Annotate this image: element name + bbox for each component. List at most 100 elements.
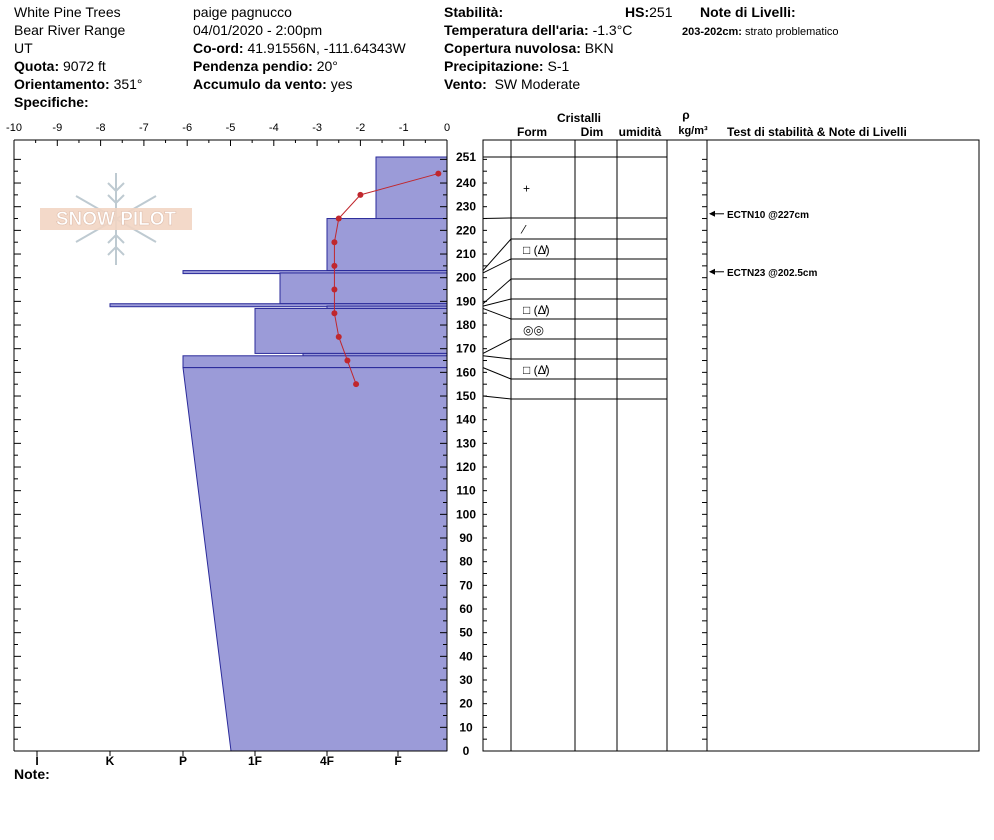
temperature-tick-label: -8 — [96, 122, 106, 134]
temperature-tick-label: -6 — [182, 122, 192, 134]
slope-value: 20° — [316, 58, 338, 74]
rho-header: ρ — [682, 108, 689, 122]
humidity-header: umidità — [619, 125, 662, 139]
stability-test-label: ECTN23 @202.5cm — [727, 268, 817, 279]
crystal-form-symbol: □ (Δ̸) — [523, 303, 550, 317]
layer-notes-label: Note di Livelli: — [700, 4, 796, 20]
elevation-label: Quota: — [14, 58, 60, 74]
depth-tick-label: 140 — [456, 413, 476, 427]
depth-tick-label: 100 — [456, 507, 476, 521]
aspect-label: Orientamento: — [14, 76, 110, 92]
temperature-point — [331, 310, 338, 317]
depth-tick-label: 150 — [456, 389, 476, 403]
hardness-layer — [182, 355, 448, 369]
crystals-header: Cristalli — [557, 111, 601, 125]
crystal-table-rows: + ⁄ □ (Δ̸) □ (Δ̸) ◎◎ □ (Δ̸) — [482, 156, 667, 400]
depth-tick-label: 200 — [456, 271, 476, 285]
coordinates: Co-ord: 41.91556N, -111.64343W — [193, 40, 406, 56]
wind-loading-value: yes — [330, 76, 353, 92]
elevation: Quota: 9072 ft — [14, 58, 106, 74]
temperature-tick-label: -3 — [312, 122, 322, 134]
state: UT — [14, 40, 33, 56]
depth-tick-label: 240 — [456, 176, 476, 190]
notes-label: Note: — [14, 766, 50, 782]
layer-connector — [482, 217, 512, 220]
stability-test-arrowhead — [709, 210, 715, 217]
location-name: White Pine Trees — [14, 4, 121, 20]
hardness-tick-label: P — [179, 754, 187, 768]
depth-axis: 2512402302202102001901801701601501401301… — [456, 150, 707, 758]
stability-tests: ECTN10 @227cm ECTN23 @202.5cm — [709, 210, 817, 279]
temperature-profile — [331, 170, 442, 388]
depth-tick-label: 170 — [456, 342, 476, 356]
air-temp-label: Temperatura dell'aria: — [444, 22, 589, 38]
stability-test-arrowhead — [709, 268, 715, 275]
temperature-tick-label: -1 — [399, 122, 409, 134]
crystal-form-symbol: ⁄ — [520, 223, 527, 237]
dim-header: Dim — [581, 125, 604, 139]
air-temperature: Temperatura dell'aria: -1.3°C — [444, 22, 632, 38]
mountain-range: Bear River Range — [14, 22, 126, 38]
depth-tick-label: 220 — [456, 223, 476, 237]
depth-tick-label: 210 — [456, 247, 476, 261]
hardness-layer — [279, 272, 448, 305]
elevation-value: 9072 ft — [63, 58, 106, 74]
layer-connector — [482, 238, 512, 271]
cloud-value: BKN — [584, 40, 614, 56]
temperature-tick-label: -2 — [356, 122, 366, 134]
depth-tick-label: 110 — [456, 484, 476, 498]
layer-note-text: strato problematico — [745, 26, 839, 38]
density-unit-header: kg/m³ — [678, 125, 708, 137]
depth-tick-label: 130 — [456, 436, 476, 450]
layer-connector — [482, 278, 512, 305]
observer-name: paige pagnucco — [193, 4, 292, 20]
depth-tick-label: 10 — [459, 720, 473, 734]
snow-height: HS:251 — [625, 4, 672, 20]
depth-tick-label: 190 — [456, 294, 476, 308]
temperature-tick-label: 0 — [444, 122, 450, 134]
temperature-point — [335, 215, 342, 222]
crystal-form-symbol: ◎◎ — [523, 323, 544, 337]
hardness-tick-label: 4F — [320, 754, 334, 768]
temperature-point — [331, 239, 338, 246]
hardness-tick-label: 1F — [248, 754, 262, 768]
hardness-tick-label: I — [35, 754, 38, 768]
depth-tick-label: 30 — [459, 673, 473, 687]
temperature-point — [344, 357, 351, 364]
layer-connector — [482, 307, 512, 320]
wind-loading: Accumulo da vento: yes — [193, 76, 352, 92]
observation-datetime: 04/01/2020 - 2:00pm — [193, 22, 323, 38]
wind-loading-label: Accumulo da vento: — [193, 76, 327, 92]
hardness-tick-label: F — [394, 754, 401, 768]
depth-tick-label: 230 — [456, 200, 476, 214]
temperature-point — [331, 286, 338, 293]
precipitation: Precipitazione: S-1 — [444, 58, 569, 74]
snowpilot-watermark: SNOW PILOT — [40, 173, 192, 265]
temperature-axis: -10 -9 -8 -7 -6 -5 -4 -3 -2 -1 0 — [6, 122, 450, 146]
precip-label: Precipitazione: — [444, 58, 544, 74]
temperature-point — [331, 262, 338, 269]
aspect-value: 351° — [113, 76, 143, 92]
temperature-tick-label: -10 — [6, 122, 22, 134]
temperature-point — [353, 381, 360, 388]
layer-connector — [482, 298, 512, 307]
specifics-label: Specifiche: — [14, 94, 89, 110]
depth-tick-label: 50 — [459, 626, 473, 640]
wind: Vento: SW Moderate — [444, 76, 580, 92]
hs-label: HS: — [625, 4, 650, 20]
depth-tick-label: 120 — [456, 460, 476, 474]
slope: Pendenza pendio: 20° — [193, 58, 338, 74]
depth-tick-label: 20 — [459, 697, 473, 711]
hardness-layer — [254, 307, 448, 354]
temperature-point — [357, 191, 364, 198]
depth-tick-label: 80 — [459, 555, 473, 569]
hardness-layers — [109, 156, 448, 752]
air-temp-value: -1.3°C — [592, 22, 633, 38]
depth-tick-label: 60 — [459, 602, 473, 616]
wind-value: SW Moderate — [494, 76, 581, 92]
crystal-form-symbol: + — [523, 182, 530, 196]
stability-test-label: ECTN10 @227cm — [727, 210, 809, 221]
layer-connector — [482, 258, 512, 274]
crystal-form-symbol: □ (Δ̸) — [523, 243, 550, 257]
